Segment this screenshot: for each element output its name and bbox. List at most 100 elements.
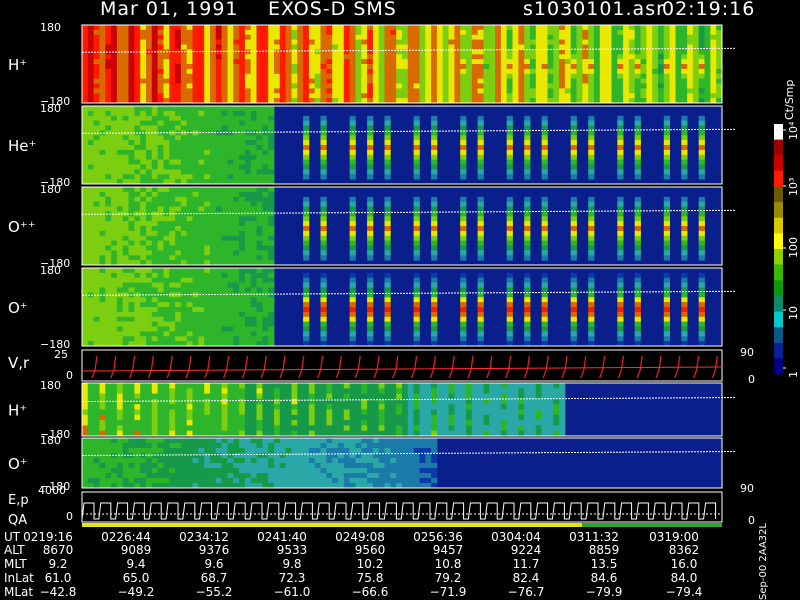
heat-cell	[151, 430, 158, 437]
heat-cell	[262, 93, 269, 99]
heat-cell	[349, 221, 356, 227]
heat-cell	[82, 29, 89, 36]
heat-cell	[256, 187, 263, 193]
heat-cell	[157, 110, 164, 117]
heat-cell	[663, 235, 670, 242]
heat-cell	[320, 221, 327, 227]
heat-cell	[570, 29, 577, 36]
heat-cell	[116, 409, 124, 416]
heat-cell	[431, 341, 438, 347]
heat-cell	[506, 341, 513, 347]
heat-cell	[192, 211, 199, 217]
heat-cell	[559, 34, 566, 41]
heat-cell	[460, 430, 467, 437]
heat-cell	[111, 191, 118, 198]
heat-cell	[146, 430, 153, 437]
heat-cell	[477, 383, 484, 389]
heat-cell	[210, 221, 217, 227]
heat-cell	[477, 83, 484, 89]
heat-cell	[169, 34, 176, 41]
heat-cell	[122, 93, 129, 99]
heat-cell	[425, 54, 432, 60]
heat-cell	[169, 216, 176, 222]
heat-cell	[87, 125, 94, 131]
heat-cell	[390, 98, 397, 104]
heat-cell	[303, 287, 310, 293]
heat-cell	[692, 34, 700, 41]
heat-cell	[215, 307, 222, 313]
heat-cell	[506, 420, 513, 426]
heat-cell	[425, 414, 432, 421]
heat-cell	[192, 331, 199, 337]
heat-cell	[87, 272, 94, 279]
heat-cell	[111, 83, 118, 89]
heat-cell	[297, 420, 304, 426]
heat-cell	[198, 211, 205, 217]
heat-cell	[518, 34, 525, 41]
heat-cell	[169, 145, 176, 151]
heat-cell	[477, 302, 484, 308]
heat-cell	[634, 98, 641, 104]
heat-cell	[186, 39, 193, 45]
heat-cell	[326, 25, 333, 31]
heat-cell	[384, 240, 391, 246]
heat-cell	[594, 83, 601, 89]
heat-cell	[256, 115, 263, 122]
heat-cell	[617, 73, 624, 80]
heat-cell	[256, 68, 263, 75]
heat-cell	[326, 393, 333, 400]
heat-cell	[349, 230, 356, 237]
heat-cell	[192, 115, 199, 122]
heat-cell	[250, 98, 257, 104]
heat-cell	[477, 277, 484, 284]
heat-cell	[186, 29, 193, 36]
heat-cell	[215, 145, 222, 151]
heat-cell	[518, 39, 525, 45]
heat-cell	[431, 83, 438, 89]
heat-cell	[535, 88, 542, 94]
heat-cell	[716, 54, 723, 60]
heat-cell	[663, 159, 670, 165]
heat-cell	[93, 221, 100, 227]
heat-cell	[518, 83, 525, 89]
heat-cell	[186, 404, 193, 410]
heat-cell	[250, 34, 257, 41]
heat-cell	[221, 414, 228, 421]
heat-cell	[233, 140, 240, 146]
heat-cell	[495, 39, 502, 45]
heat-cell	[210, 120, 217, 126]
heat-cell	[82, 404, 89, 410]
heat-cell	[466, 44, 473, 50]
heat-cell	[122, 187, 129, 193]
heat-cell	[361, 73, 368, 80]
heat-cell	[483, 388, 490, 394]
heat-cell	[320, 201, 327, 207]
heat-cell	[541, 226, 548, 232]
heat-cell	[553, 398, 560, 405]
heat-cell	[431, 326, 438, 332]
heat-cell	[442, 388, 449, 394]
heat-cell	[192, 135, 199, 141]
heat-cell	[442, 425, 449, 432]
heat-cell	[93, 98, 100, 104]
heat-cell	[210, 110, 217, 117]
heat-cell	[343, 393, 350, 400]
heat-cell	[87, 191, 94, 198]
heat-cell	[436, 73, 444, 80]
heat-cell	[204, 211, 211, 217]
heat-cell	[646, 93, 653, 99]
heat-cell	[570, 277, 577, 284]
heat-cell	[588, 297, 595, 303]
heat-cell	[541, 307, 548, 313]
heat-cell	[384, 206, 391, 212]
heat-cell	[704, 54, 711, 60]
heat-cell	[431, 54, 438, 60]
heat-cell	[524, 98, 531, 104]
heat-cell	[99, 316, 106, 323]
heat-cell	[303, 316, 310, 323]
heat-cell	[180, 64, 188, 70]
heat-cell	[180, 169, 188, 175]
heat-cell	[477, 321, 484, 327]
heat-cell	[256, 159, 263, 165]
heat-cell	[180, 34, 188, 41]
